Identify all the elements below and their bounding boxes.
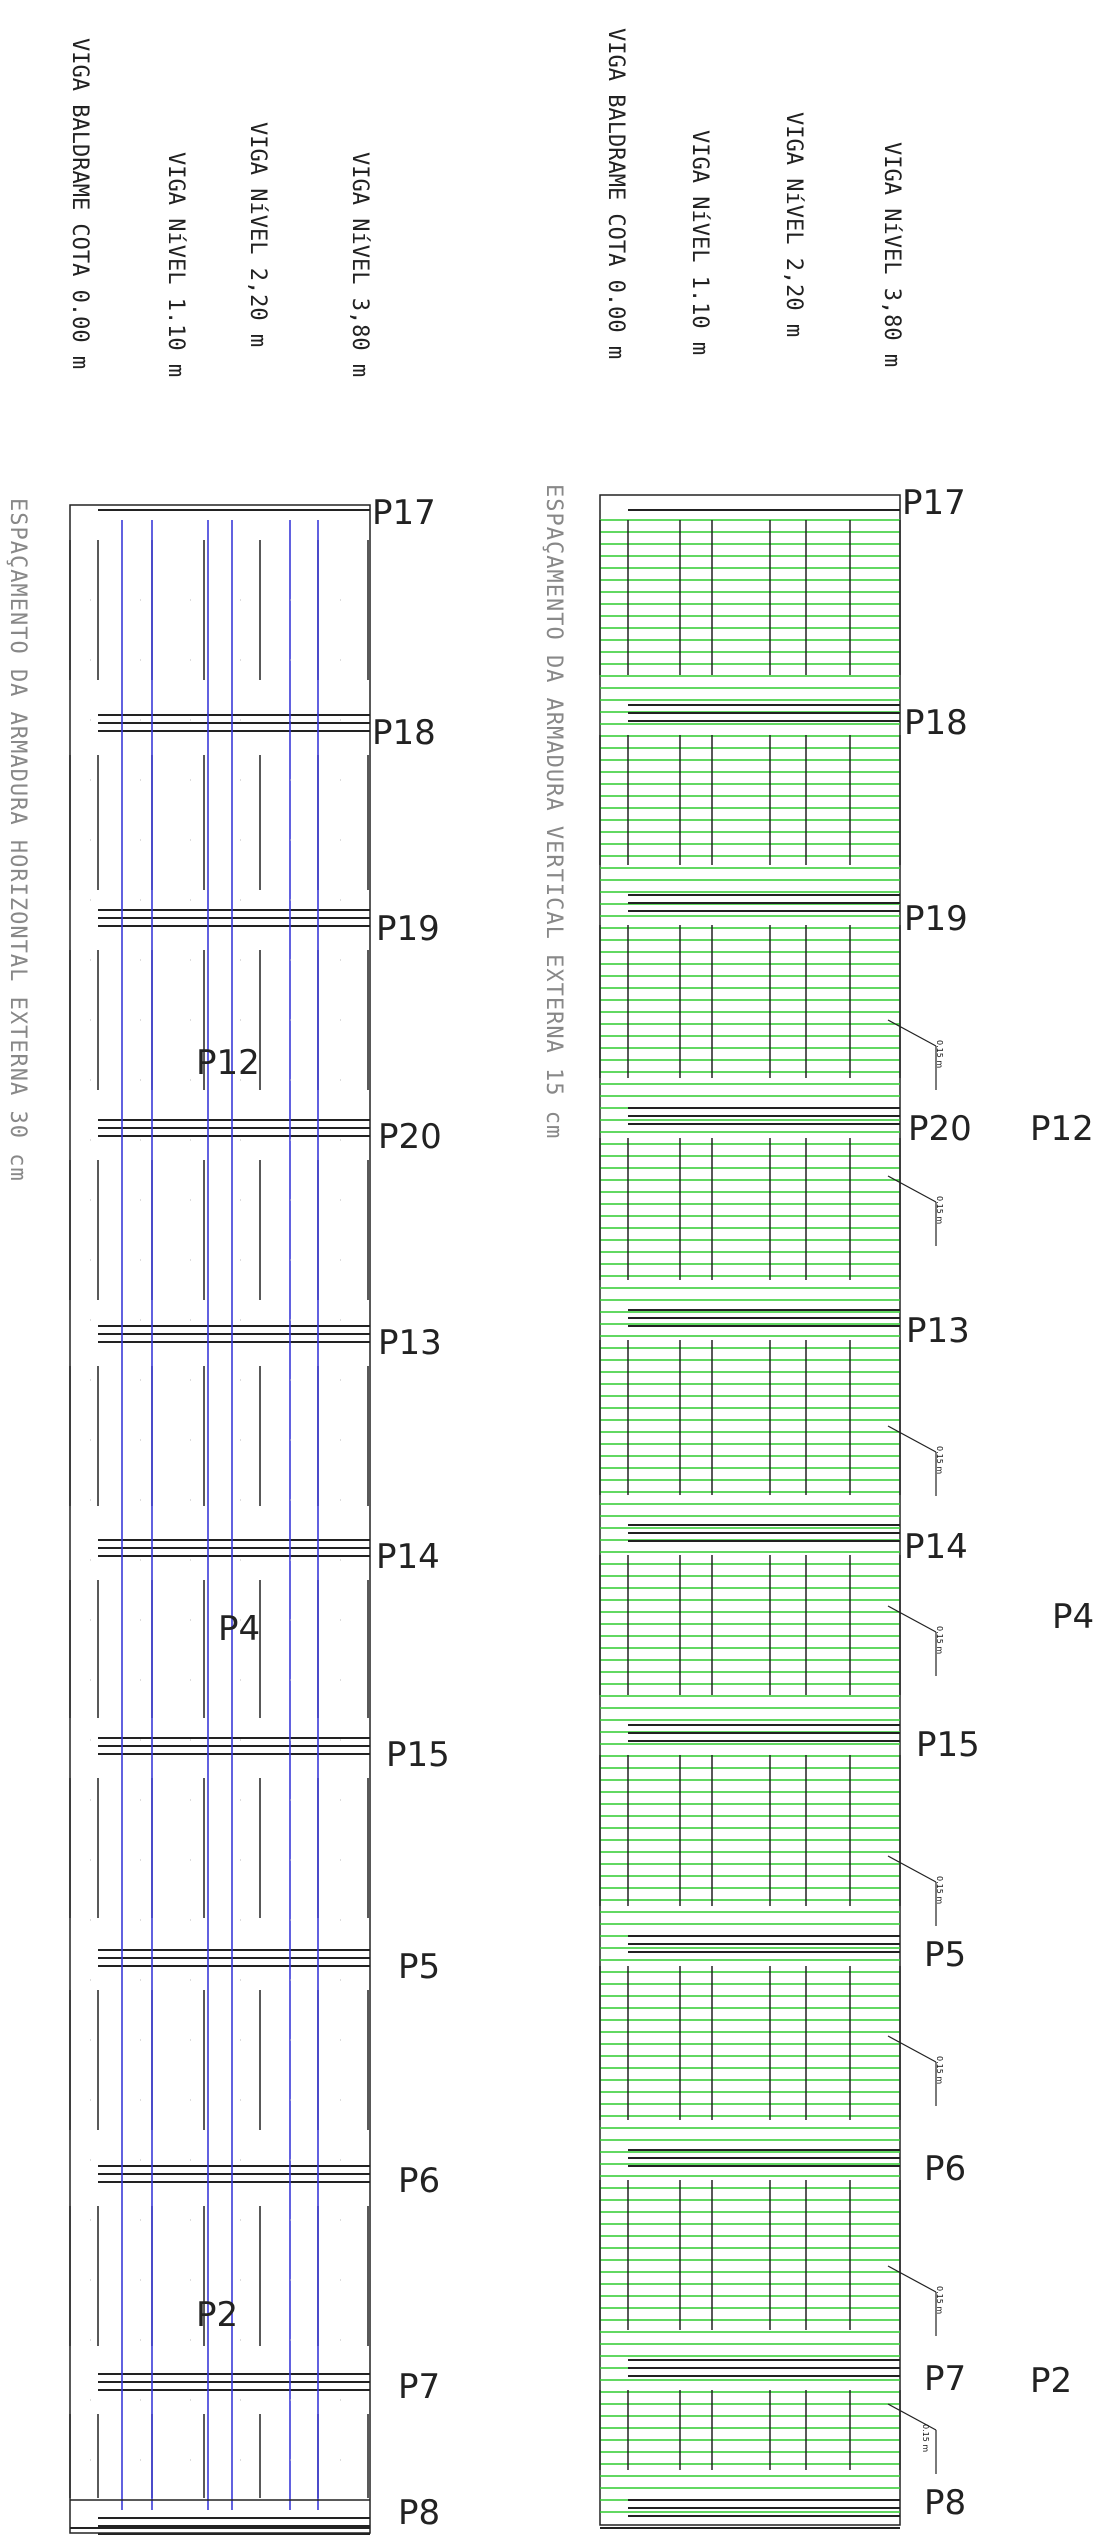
right-pillar-p6: P6 [924, 2149, 967, 2189]
dimension-label-7: 0.15 m [935, 2286, 944, 2315]
right-pillar-p17: P17 [902, 483, 966, 523]
right-pillar-p18: P18 [904, 703, 968, 743]
dimension-label-6: 0.15 m [935, 2056, 944, 2085]
dimension-label-1: 0.15 m [935, 1040, 944, 1069]
left-pillar-p14: P14 [376, 1537, 440, 1577]
left-beam-label-380: VIGA NíVEL 3,80 m [347, 152, 372, 378]
left-wall-p2: P2 [196, 2295, 239, 2335]
right-pillar-p7: P7 [924, 2359, 967, 2399]
left-wall-outline [69, 504, 371, 2534]
right-pillar-p14: P14 [904, 1527, 968, 1567]
left-pillar-p13: P13 [378, 1323, 442, 1363]
right-beam-label-110: VIGA NíVEL 1.10 m [687, 130, 712, 356]
left-pillar-p5: P5 [398, 1947, 441, 1987]
left-beam-label-110: VIGA NíVEL 1.10 m [163, 152, 188, 378]
right-beam-label-380: VIGA NíVEL 3,80 m [879, 142, 904, 368]
right-beam-label-baldrame: VIGA BALDRAME COTA 0.00 m [603, 28, 628, 360]
dimension-label-8: 0.15 m [921, 2424, 930, 2453]
left-beam-label-baldrame: VIGA BALDRAME COTA 0.00 m [67, 38, 92, 370]
left-pillar-p19: P19 [376, 909, 440, 949]
left-pillar-p7: P7 [398, 2367, 441, 2407]
right-spacing-note: ESPAÇAMENTO DA ARMADURA VERTICAL EXTERNA… [541, 484, 566, 1140]
left-beam-label-220: VIGA NíVEL 2,20 m [245, 122, 270, 348]
left-pillar-p20: P20 [378, 1117, 442, 1157]
dimension-leader [887, 1605, 937, 1633]
left-spacing-note: ESPAÇAMENTO DA ARMADURA HORIZONTAL EXTER… [5, 498, 30, 1182]
dimension-leader [887, 2403, 937, 2431]
dimension-leader [887, 1425, 937, 1453]
left-pillar-p17: P17 [372, 493, 436, 533]
left-pillar-p6: P6 [398, 2161, 441, 2201]
dimension-leader [887, 2265, 937, 2293]
left-wall-p4: P4 [218, 1609, 261, 1649]
right-wall-p12: P12 [1030, 1109, 1094, 1149]
left-pillar-p8: P8 [398, 2493, 441, 2533]
left-wall-p12: P12 [196, 1043, 260, 1083]
right-pillar-p19: P19 [904, 899, 968, 939]
right-wall-outline [599, 494, 901, 2526]
right-wall-p2: P2 [1030, 2361, 1073, 2401]
right-beam-label-220: VIGA NíVEL 2,20 m [781, 112, 806, 338]
dimension-label-5: 0.15 m [935, 1876, 944, 1905]
left-pillar-p15: P15 [386, 1735, 450, 1775]
right-pillar-p13: P13 [906, 1311, 970, 1351]
right-wall-p4: P4 [1052, 1597, 1095, 1637]
left-pillar-p18: P18 [372, 713, 436, 753]
dimension-label-4: 0.15 m [935, 1626, 944, 1655]
dimension-leader [887, 1175, 937, 1203]
right-pillar-p8: P8 [924, 2483, 967, 2523]
dimension-label-3: 0.15 m [935, 1446, 944, 1475]
right-pillar-p5: P5 [924, 1935, 967, 1975]
right-pillar-p20: P20 [908, 1109, 972, 1149]
right-pillar-p15: P15 [916, 1725, 980, 1765]
dimension-leader [887, 1019, 937, 1047]
dimension-leader [887, 2035, 937, 2063]
dimension-leader [887, 1855, 937, 1883]
dimension-label-2: 0.15 m [935, 1196, 944, 1225]
